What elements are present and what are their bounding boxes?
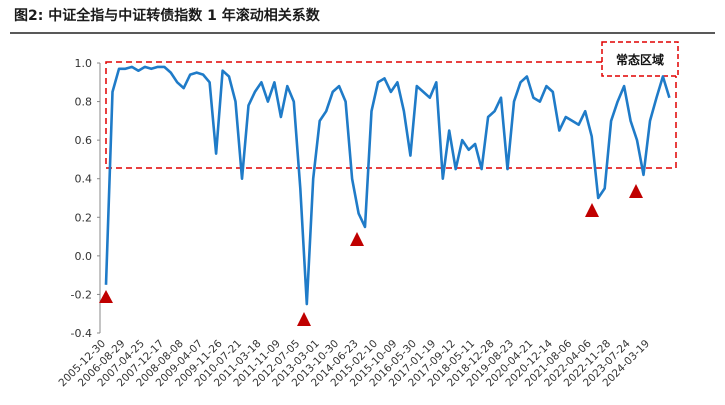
marker [297,312,311,326]
y-tick-label: 0.8 [75,96,93,109]
annotation-box [601,41,679,77]
y-tick-label: 1.0 [75,57,93,70]
annotation: 常态区域 [616,52,664,67]
marker [99,290,113,303]
line [104,65,671,306]
marker [585,203,599,217]
marker [350,232,364,246]
marker [629,184,643,198]
markers [99,184,643,326]
y-tick-label: -0.2 [71,288,92,301]
y-tick-label: 0.4 [75,173,93,186]
y-tick-label: 0.0 [75,250,93,263]
y-tick-label: 0.6 [75,134,93,147]
y-tick-label: 0.2 [75,211,93,224]
chart-title: 图2: 中证全指与中证转债指数 1 年滚动相关系数 [14,7,321,24]
y-tick-label: -0.4 [71,327,92,340]
normal-zone [105,61,677,169]
